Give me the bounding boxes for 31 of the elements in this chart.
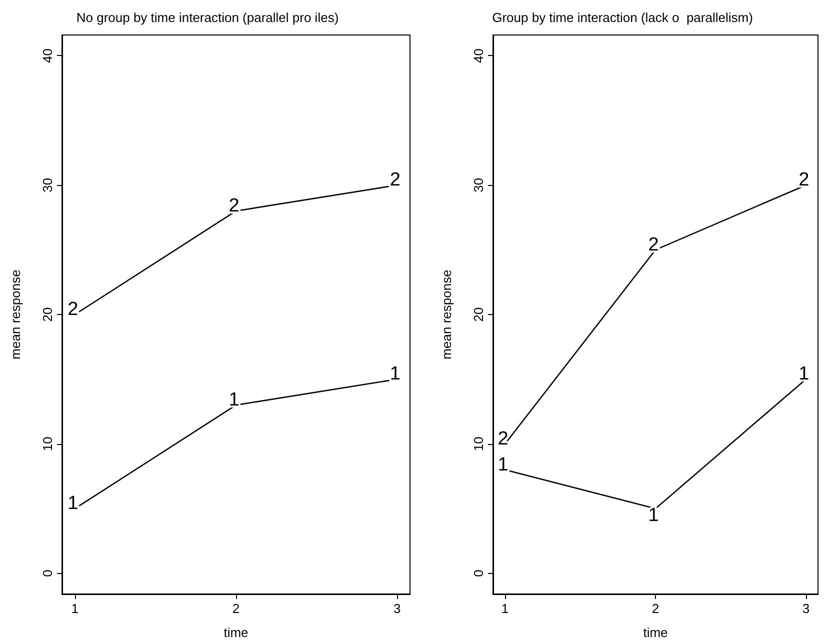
- x-axis-title: time: [224, 625, 248, 640]
- text: 2: [798, 170, 810, 191]
- y-tick-label: 30: [471, 178, 486, 192]
- text: 2: [648, 234, 659, 256]
- text: 1: [68, 493, 78, 514]
- y-axis-title: mean response: [8, 270, 23, 360]
- y-tick-label: 40: [471, 48, 486, 63]
- y-tick-label: 10: [471, 436, 486, 452]
- series-label: 2: [498, 428, 508, 450]
- x-tick-label: 3: [393, 601, 401, 616]
- text: 1: [390, 364, 400, 385]
- series-label: 1: [648, 505, 659, 526]
- y-tick-label: 0: [471, 570, 486, 577]
- x-tick-label: 1: [501, 601, 509, 616]
- x-tick-label: 3: [802, 601, 810, 616]
- x-tick-label: 2: [652, 601, 660, 616]
- x-tick-label: 1: [71, 601, 79, 616]
- y-tick-label: 30: [40, 178, 55, 192]
- text: 2: [68, 299, 78, 320]
- x-axis-title: time: [643, 625, 668, 640]
- chart-title: Group by time interaction (lack o parallelism): [492, 10, 753, 25]
- text: 1: [798, 364, 810, 385]
- x-tick-label: 2: [232, 601, 240, 616]
- y-tick-label: 0: [40, 570, 55, 577]
- text: 2: [390, 170, 400, 191]
- chart-title: No group by time interaction (parallel pro iles): [76, 10, 339, 25]
- y-tick-label: 20: [471, 307, 486, 322]
- y-tick-label: 20: [40, 307, 55, 322]
- y-axis-title: mean response: [439, 270, 454, 360]
- y-tick-label: 40: [40, 48, 55, 63]
- y-tick-label: 10: [40, 436, 55, 452]
